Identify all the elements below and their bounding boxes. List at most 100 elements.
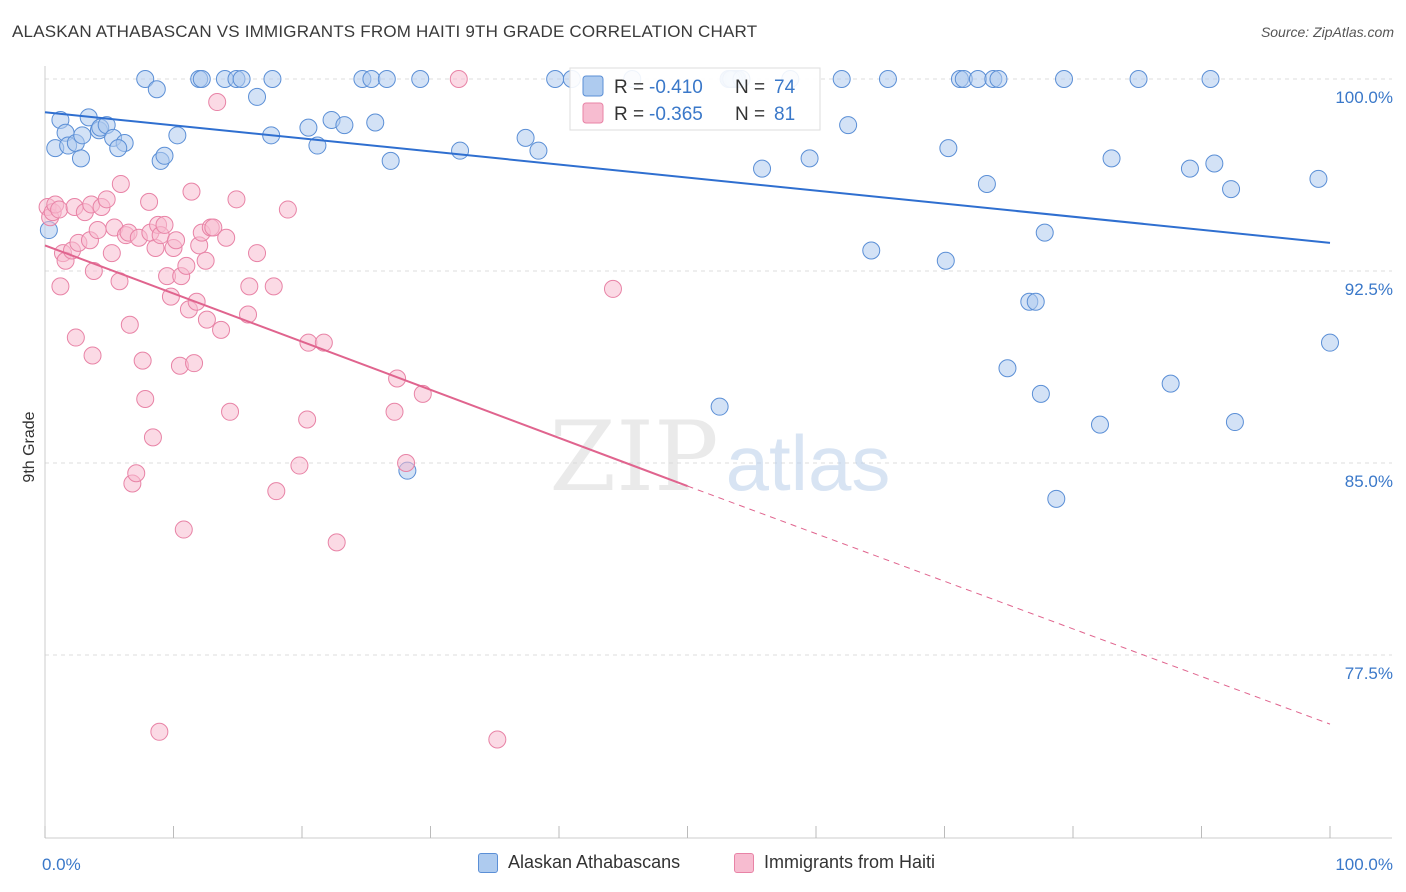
axes: 0.0% 100.0% xyxy=(42,66,1393,874)
point-alaskan-athabascans xyxy=(73,126,92,145)
point-immigrants-from-haiti xyxy=(140,192,159,211)
legend-swatch-blue xyxy=(478,852,498,873)
trend-lines xyxy=(44,111,1331,725)
point-immigrants-from-haiti xyxy=(133,351,152,370)
point-alaskan-athabascans xyxy=(71,149,90,168)
point-immigrants-from-haiti xyxy=(197,310,216,329)
legend-r-value: -0.365 xyxy=(649,104,703,125)
point-immigrants-from-haiti xyxy=(278,200,297,219)
point-alaskan-athabascans xyxy=(516,128,535,147)
point-alaskan-athabascans xyxy=(1180,159,1199,178)
legend-n-value: 74 xyxy=(774,77,796,98)
trend-line-alaskan-athabascans xyxy=(44,111,1331,244)
legend-correlation: R = -0.410 N = 74 R = -0.365 N = 81 xyxy=(569,67,821,131)
point-alaskan-athabascans xyxy=(529,141,548,160)
point-immigrants-from-haiti xyxy=(208,93,227,112)
y-tick-label: 92.5% xyxy=(1345,280,1393,299)
point-immigrants-from-haiti xyxy=(174,520,193,539)
point-immigrants-from-haiti xyxy=(204,218,223,237)
point-alaskan-athabascans xyxy=(109,139,128,158)
trend-line-immigrants-from-haiti xyxy=(44,244,688,487)
point-immigrants-from-haiti xyxy=(217,228,236,247)
point-immigrants-from-haiti xyxy=(167,231,186,250)
point-alaskan-athabascans xyxy=(248,87,267,106)
point-immigrants-from-haiti xyxy=(50,200,69,219)
point-immigrants-from-haiti xyxy=(239,305,258,324)
legend-item-immigrants-from-haiti: Immigrants from Haiti xyxy=(734,852,935,873)
point-alaskan-athabascans xyxy=(147,80,166,99)
x-tick-label: 0.0% xyxy=(42,855,81,874)
legend-n-label: N = xyxy=(735,104,765,125)
point-immigrants-from-haiti xyxy=(298,410,317,429)
trend-line-immigrants-from-haiti-extrapolated xyxy=(687,485,1331,725)
point-immigrants-from-haiti xyxy=(314,333,333,352)
point-immigrants-from-haiti xyxy=(83,346,102,365)
point-immigrants-from-haiti xyxy=(449,70,468,88)
point-alaskan-athabascans xyxy=(451,141,470,160)
point-alaskan-athabascans xyxy=(232,70,251,88)
point-immigrants-from-haiti xyxy=(97,190,116,209)
legend-r-label: R = xyxy=(614,104,644,125)
point-alaskan-athabascans xyxy=(1090,415,1109,434)
point-alaskan-athabascans xyxy=(839,116,858,135)
point-alaskan-athabascans xyxy=(832,70,851,88)
point-alaskan-athabascans xyxy=(1035,223,1054,242)
point-immigrants-from-haiti xyxy=(136,390,155,408)
point-immigrants-from-haiti xyxy=(267,482,286,501)
point-immigrants-from-haiti xyxy=(120,315,139,334)
point-alaskan-athabascans xyxy=(335,116,354,135)
point-alaskan-athabascans xyxy=(977,174,996,193)
point-alaskan-athabascans xyxy=(362,70,381,88)
point-immigrants-from-haiti xyxy=(66,328,85,347)
point-immigrants-from-haiti xyxy=(264,277,283,296)
point-alaskan-athabascans xyxy=(1031,384,1050,403)
point-alaskan-athabascans xyxy=(1047,489,1066,508)
point-alaskan-athabascans xyxy=(989,70,1008,88)
point-alaskan-athabascans xyxy=(411,70,430,88)
point-alaskan-athabascans xyxy=(1225,413,1244,432)
legend-swatch xyxy=(582,75,604,97)
point-alaskan-athabascans xyxy=(1321,333,1339,352)
point-immigrants-from-haiti xyxy=(327,533,346,552)
point-alaskan-athabascans xyxy=(377,70,396,88)
point-alaskan-athabascans xyxy=(1055,70,1074,88)
chart-title: ALASKAN ATHABASCAN VS IMMIGRANTS FROM HA… xyxy=(12,22,758,41)
point-alaskan-athabascans xyxy=(1161,374,1180,393)
legend-item-alaskan-athabascans: Alaskan Athabascans xyxy=(478,852,680,873)
point-alaskan-athabascans xyxy=(710,397,729,416)
y-tick-label: 77.5% xyxy=(1345,664,1393,683)
source-label: Source: ZipAtlas.com xyxy=(1260,24,1394,40)
legend-label: Immigrants from Haiti xyxy=(764,852,936,872)
point-immigrants-from-haiti xyxy=(143,428,162,447)
point-alaskan-athabascans xyxy=(1201,70,1220,88)
legend-n-label: N = xyxy=(735,77,765,98)
point-immigrants-from-haiti xyxy=(397,454,416,472)
point-immigrants-from-haiti xyxy=(290,456,309,475)
point-alaskan-athabascans xyxy=(546,70,565,88)
point-immigrants-from-haiti xyxy=(603,279,622,298)
point-immigrants-from-haiti xyxy=(385,402,404,421)
point-immigrants-from-haiti xyxy=(240,277,259,296)
y-tick-label: 85.0% xyxy=(1345,472,1393,491)
point-alaskan-athabascans xyxy=(192,70,211,88)
legend-n-value: 81 xyxy=(774,104,795,125)
point-alaskan-athabascans xyxy=(1205,154,1224,173)
point-alaskan-athabascans xyxy=(800,149,819,168)
legend-r-value: -0.410 xyxy=(649,77,703,98)
legend-r-label: R = xyxy=(614,77,644,98)
point-alaskan-athabascans xyxy=(936,251,955,270)
point-alaskan-athabascans xyxy=(1222,180,1241,199)
point-immigrants-from-haiti xyxy=(185,354,204,373)
point-alaskan-athabascans xyxy=(998,359,1017,378)
point-immigrants-from-haiti xyxy=(102,244,121,263)
legend-series: Alaskan Athabascans Immigrants from Hait… xyxy=(0,852,1406,878)
point-alaskan-athabascans xyxy=(862,241,881,260)
legend-swatch xyxy=(582,102,604,124)
y-tick-label: 100.0% xyxy=(1335,88,1393,107)
point-alaskan-athabascans xyxy=(968,70,987,88)
point-immigrants-from-haiti xyxy=(177,256,196,275)
point-alaskan-athabascans xyxy=(155,146,174,165)
point-immigrants-from-haiti xyxy=(413,384,432,403)
point-alaskan-athabascans xyxy=(1026,292,1045,311)
point-immigrants-from-haiti xyxy=(51,277,70,296)
